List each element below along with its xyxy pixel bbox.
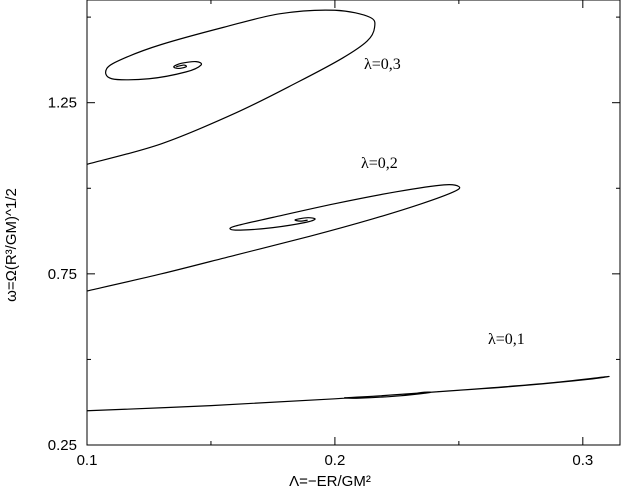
x-tick-label: 0.2: [324, 452, 345, 469]
plot-frame: [86, 0, 621, 446]
series-label-1: λ=0,2: [361, 155, 398, 172]
y-tick-label: 1.25: [48, 95, 77, 112]
series-line-1: [86, 183, 461, 292]
series-line-0: [86, 9, 376, 165]
series-line-2: [86, 375, 610, 412]
x-tick-label: 0.1: [77, 452, 98, 469]
series-label-2: λ=0,1: [488, 331, 525, 348]
y-axis-label: ω=Ω(R³/GM)^1/2: [3, 188, 20, 302]
y-tick-label: 0.25: [48, 437, 77, 454]
y-tick-label: 0.75: [48, 266, 77, 283]
x-axis-label: Λ=−ER/GM²: [289, 473, 371, 490]
x-tick-label: 0.3: [572, 452, 593, 469]
series-group: [86, 9, 610, 412]
ticks-group: 0.1 0.2 0.3 0.25 0.75 1.25: [48, 0, 620, 469]
series-label-0: λ=0,3: [364, 56, 401, 73]
